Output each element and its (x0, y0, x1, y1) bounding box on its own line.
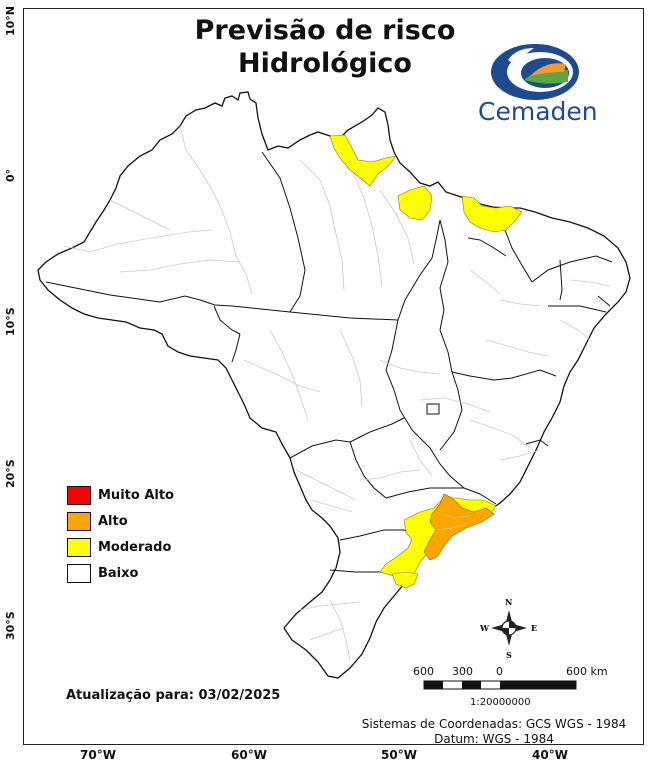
lat-label-20s: 20°S (4, 459, 17, 488)
risk-area-maranhao (461, 195, 523, 233)
cemaden-logo-icon (491, 44, 579, 100)
compass-s: S (506, 650, 512, 660)
logo-text: Cemaden (478, 97, 598, 126)
legend-swatch (67, 486, 91, 505)
crs-line-2: Datum: WGS - 1984 (434, 732, 554, 746)
compass-rose-icon (491, 610, 527, 646)
map-title-line-1: Previsão de risco (194, 15, 456, 46)
risk-area-para (397, 185, 433, 221)
scale-label: 600 (413, 665, 434, 678)
compass-e: E (531, 623, 538, 633)
legend-label: Muito Alto (98, 488, 174, 503)
lat-label-10s: 10°S (4, 307, 17, 336)
scale-label: 0 (496, 665, 503, 678)
scale-label: 300 (452, 665, 473, 678)
legend-label: Alto (98, 514, 128, 529)
legend-swatch (67, 564, 91, 583)
lat-label-0: 0° (4, 168, 17, 182)
compass-n: N (505, 597, 513, 607)
legend-swatch (67, 538, 91, 557)
brazil-outline (37, 91, 631, 679)
update-date: Atualização para: 03/02/2025 (66, 688, 281, 703)
lat-label-30s: 30°S (4, 611, 17, 640)
scale-ratio: 1:20000000 (470, 697, 531, 708)
crs-line-1: Sistemas de Coordenadas: GCS WGS - 1984 (361, 717, 627, 731)
legend-label: Baixo (98, 566, 139, 581)
legend-swatch (67, 512, 91, 531)
lon-label-40w: 40°W (532, 748, 568, 762)
scale-label: 600 km (566, 665, 608, 678)
compass-w: W (480, 623, 489, 633)
lon-label-50w: 50°W (381, 748, 417, 762)
risk-area-amapa (329, 134, 397, 187)
lat-label-10n: 10°N (4, 5, 17, 36)
map-title-line-2: Hidrológico (238, 48, 412, 79)
legend-label: Moderado (98, 540, 172, 555)
lon-label-60w: 60°W (231, 748, 267, 762)
risk-high-area (423, 493, 495, 561)
risk-high-internal-lines (435, 513, 471, 531)
risk-area-santa-catarina (391, 571, 419, 589)
scale-bar (423, 680, 577, 690)
lon-label-70w: 70°W (80, 748, 116, 762)
coordinate-system: Sistemas de Coordenadas: GCS WGS - 1984 … (360, 717, 628, 747)
